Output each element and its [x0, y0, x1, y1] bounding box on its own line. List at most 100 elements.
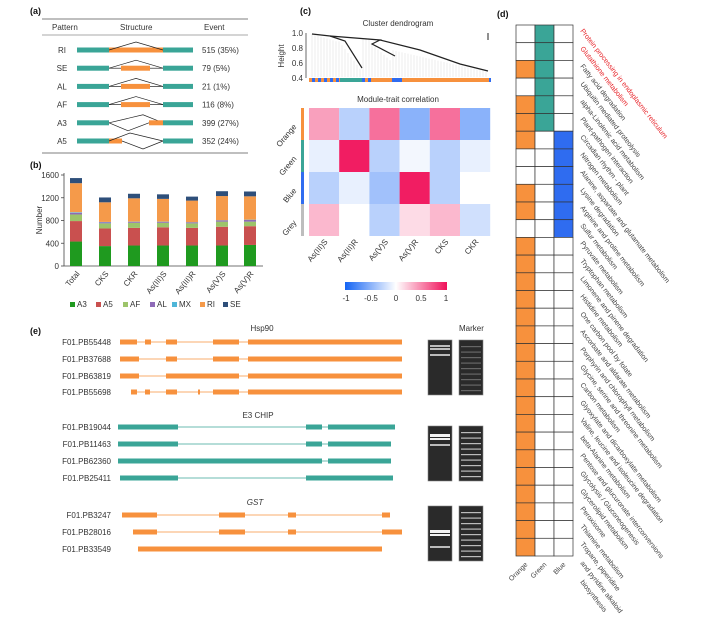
- enrichment-cell-orange: [515, 113, 536, 132]
- x-tick-label: As(V)R: [232, 269, 256, 295]
- marker-band: [461, 357, 481, 359]
- module-color-bar: [365, 78, 368, 82]
- bar-segment-ri: [216, 196, 228, 221]
- exon: [120, 373, 139, 379]
- y-tick-label: 400: [46, 239, 60, 248]
- enrichment-cell-green: [534, 148, 555, 167]
- heatmap-row-label: Orange: [274, 122, 298, 149]
- heatmap-cell: [339, 204, 370, 236]
- gel-lane-marker: [458, 339, 484, 396]
- module-color-bar: [368, 78, 371, 82]
- gel-band: [430, 354, 450, 356]
- pattern-row: AL 21 (1%): [57, 78, 230, 91]
- alternative-exon: [121, 102, 150, 108]
- transcript-id: F01.PB3247: [67, 511, 112, 520]
- module-color-strip: [301, 172, 304, 204]
- module-color-bar: [327, 78, 330, 82]
- enrichment-cell-blue: [553, 60, 574, 79]
- exon: [131, 389, 137, 395]
- module-color-bar: [318, 78, 321, 82]
- enrichment-cell-green: [534, 378, 555, 398]
- dendrogram-branch: [379, 39, 489, 72]
- bar-segment-se: [244, 191, 256, 197]
- pattern-row: SE 79 (5%): [57, 59, 230, 73]
- enrichment-cell-green: [534, 166, 555, 185]
- enrichment-cell-blue: [553, 95, 574, 114]
- enrichment-cell-blue: [553, 219, 574, 238]
- gel-band: [430, 345, 450, 347]
- heatmap-title: Module-trait correlation: [357, 95, 439, 104]
- dendrogram-y-tick: 0.4: [292, 74, 304, 83]
- right-exon: [163, 65, 193, 71]
- enrichment-cell-green: [534, 467, 555, 486]
- colorbar-tick: -1: [342, 294, 350, 303]
- enrichment-cell-orange: [515, 130, 536, 150]
- enrichment-cell-blue: [553, 166, 574, 185]
- marker-band: [461, 373, 481, 375]
- exon: [213, 356, 239, 362]
- exon: [328, 458, 391, 464]
- panel-d: (d) Protein processing in endoplasmic re…: [497, 9, 671, 615]
- gel-band: [430, 546, 450, 548]
- bar-segment-a3: [216, 245, 228, 266]
- exon: [120, 339, 137, 345]
- enrichment-cell-blue: [553, 414, 574, 433]
- enrichment-cell-orange: [515, 183, 536, 203]
- exon: [248, 356, 402, 362]
- transcript-id: F01.PB25411: [63, 474, 112, 483]
- enrichment-cell-green: [534, 502, 555, 521]
- right-exon: [163, 83, 193, 89]
- marker-band: [461, 545, 481, 547]
- gel-band: [430, 444, 450, 446]
- event-count: 21 (1%): [202, 82, 230, 91]
- bar-segment-af: [186, 223, 198, 228]
- exon: [120, 475, 178, 481]
- exon: [248, 339, 402, 345]
- module-color-bar: [372, 78, 392, 82]
- splice-line: [108, 41, 164, 51]
- module-color-bar: [362, 78, 365, 82]
- enrichment-cell-green: [534, 414, 555, 433]
- enrichment-cell-orange: [515, 95, 536, 114]
- enrichment-cell-blue: [553, 360, 574, 380]
- enrichment-cell-green: [534, 272, 555, 291]
- event-count: 352 (24%): [202, 137, 239, 146]
- enrichment-cell-orange: [515, 360, 536, 380]
- bar-segment-a3: [186, 245, 198, 266]
- heatmap-row-label: Grey: [280, 219, 298, 238]
- heatmap-cell: [309, 108, 340, 140]
- bar-segment-se: [157, 194, 169, 199]
- splice-line: [108, 122, 150, 132]
- enrichment-cell-green: [534, 130, 555, 150]
- legend-swatch-se: [223, 302, 228, 307]
- enrichment-cell-blue: [553, 183, 574, 203]
- exon: [138, 546, 382, 552]
- gene-title: GST: [247, 498, 265, 507]
- enrichment-cell-green: [534, 77, 555, 97]
- bar-segment-al: [244, 219, 256, 222]
- enrichment-cell-green: [534, 520, 555, 539]
- enrichment-cell-orange: [515, 537, 536, 557]
- enrichment-cell-orange: [515, 307, 536, 327]
- event-count: 116 (8%): [202, 101, 234, 110]
- marker-band: [461, 351, 481, 353]
- marker-band: [461, 379, 481, 381]
- enrichment-cell-green: [534, 307, 555, 327]
- enrichment-cell-green: [534, 183, 555, 203]
- pattern-name: A5: [57, 137, 67, 146]
- exon: [166, 339, 177, 345]
- pattern-name: RI: [58, 46, 66, 55]
- bar-segment-se: [128, 193, 140, 199]
- enrichment-cell-orange: [515, 431, 536, 451]
- enrichment-cell-blue: [553, 307, 574, 327]
- marker-band: [461, 534, 481, 536]
- y-axis-label: Number: [35, 205, 44, 234]
- exon: [118, 424, 178, 430]
- marker-band: [461, 512, 481, 514]
- colorbar-tick: 0: [394, 294, 399, 303]
- marker-band: [461, 390, 481, 392]
- heatmap-cell: [369, 108, 400, 140]
- exon: [118, 441, 178, 447]
- enrichment-cell-blue: [553, 254, 574, 274]
- colorbar-tick: -0.5: [364, 294, 378, 303]
